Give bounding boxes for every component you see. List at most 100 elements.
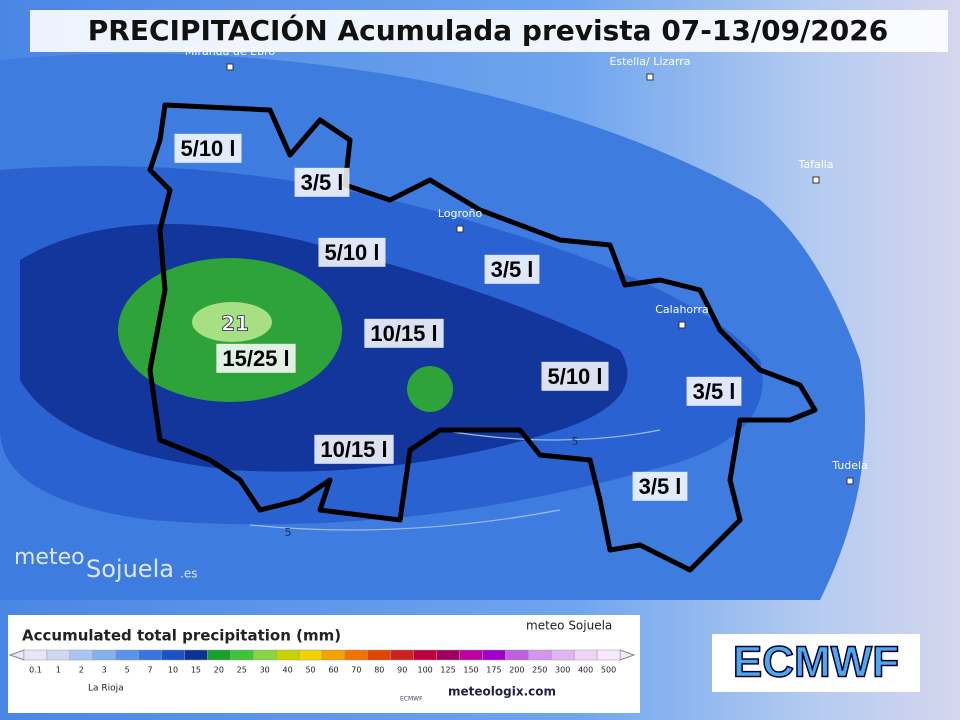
contour-label: 5	[285, 526, 292, 539]
area-label-box	[294, 167, 350, 197]
area-label-box	[484, 254, 540, 284]
legend-value: 30	[260, 666, 270, 675]
legend-swatch	[252, 649, 277, 661]
place-marker	[226, 63, 234, 71]
legend-swatch	[436, 649, 460, 661]
legend-value: 25	[237, 666, 247, 675]
area-label: 15/25 l	[222, 346, 289, 371]
max-value: 21	[221, 312, 249, 336]
logo-text: meteo	[14, 545, 85, 570]
legend-value: 80	[374, 666, 384, 675]
place-label: Logroño	[438, 207, 483, 220]
legend-value: 500	[601, 666, 616, 675]
legend-value: 250	[532, 666, 547, 675]
place-label: Calahorra	[655, 303, 709, 316]
legend-value: 300	[555, 666, 570, 675]
legend-value: 15	[191, 666, 201, 675]
title: PRECIPITACIÓN Acumulada prevista 07-13/0…	[88, 13, 888, 47]
legend-swatch	[184, 649, 208, 661]
legend-value: 10	[168, 666, 178, 675]
legend-swatch	[275, 649, 300, 661]
legend-value: 40	[283, 666, 293, 675]
legend-box	[8, 615, 640, 713]
legend-site: meteologix.com	[448, 685, 556, 699]
legend-value: 70	[351, 666, 361, 675]
place-label: Tudela	[831, 459, 868, 472]
legend-swatch	[550, 649, 575, 661]
legend-swatch	[230, 649, 254, 661]
title-box	[30, 10, 948, 52]
legend-brand: meteo Sojuela	[526, 619, 612, 633]
logo-suffix: .es	[180, 567, 197, 581]
area-label-box	[686, 376, 742, 406]
legend-value: 3	[102, 666, 107, 675]
precip-area	[407, 366, 453, 412]
legend-value: 0.1	[29, 666, 42, 675]
legend-swatch	[528, 649, 552, 661]
legend-title: Accumulated total precipitation (mm)	[22, 627, 341, 645]
place-label: Miranda de Ebro	[185, 45, 275, 58]
legend-swatch	[207, 649, 231, 661]
legend-value: 7	[148, 666, 153, 675]
area-label-box	[541, 361, 609, 391]
area-label: 3/5 l	[301, 170, 344, 195]
model-label: ECMWF	[733, 638, 899, 687]
legend-region: La Rioja	[88, 684, 124, 694]
legend-swatch	[390, 649, 414, 661]
place-marker	[812, 176, 820, 184]
region-border	[147, 102, 818, 573]
legend-value: 100	[418, 666, 433, 675]
place-label: Estella/ Lizarra	[609, 55, 690, 68]
legend-swatch	[321, 649, 346, 661]
legend-swatch	[573, 649, 598, 661]
legend-swatch	[459, 649, 483, 661]
place-marker	[846, 477, 854, 485]
legend-value: 90	[397, 666, 407, 675]
legend-value: 20	[214, 666, 224, 675]
legend-swatch	[161, 649, 185, 661]
legend-swatch	[92, 649, 116, 661]
legend-value: 50	[305, 666, 315, 675]
area-label-box	[174, 133, 242, 163]
area-label: 3/5 l	[639, 474, 682, 499]
area-label: 10/15 l	[370, 321, 437, 346]
legend-swatch	[505, 649, 529, 661]
legend-value: 175	[486, 666, 501, 675]
contour-line	[249, 429, 661, 531]
legend-swatch	[115, 649, 139, 661]
legend-swatch	[367, 649, 392, 661]
place-label: Tafalla	[797, 158, 833, 171]
legend-swatch	[413, 649, 437, 661]
area-label: 3/5 l	[491, 257, 534, 282]
area-label-box	[364, 318, 444, 348]
legend-swatch	[138, 649, 162, 661]
legend-source: ECMWF	[400, 696, 423, 703]
logo: meteo Sojuela .es	[14, 545, 197, 583]
place-marker	[456, 225, 464, 233]
legend-swatch	[482, 649, 506, 661]
legend-swatch	[69, 649, 94, 661]
contour-label: 5	[572, 435, 579, 448]
legend-swatch	[298, 649, 323, 661]
area-label-box	[216, 343, 296, 373]
place-marker	[646, 73, 654, 81]
legend-value: 125	[440, 666, 455, 675]
legend-swatch	[23, 649, 48, 661]
area-label: 5/10 l	[180, 136, 235, 161]
model-box	[712, 634, 920, 692]
legend-value: 200	[509, 666, 524, 675]
legend-value: 2	[79, 666, 84, 675]
legend-swatch	[344, 649, 369, 661]
area-label-box	[314, 434, 394, 464]
area-label: 5/10 l	[324, 240, 379, 265]
legend-value: 5	[125, 666, 130, 675]
logo-brand: Sojuela	[86, 555, 174, 583]
area-label-box	[632, 471, 688, 501]
legend-value: 400	[578, 666, 593, 675]
legend-swatch	[46, 649, 71, 661]
legend-value: 150	[463, 666, 478, 675]
place-marker	[678, 321, 686, 329]
area-label: 3/5 l	[693, 379, 736, 404]
area-label: 10/15 l	[320, 437, 387, 462]
